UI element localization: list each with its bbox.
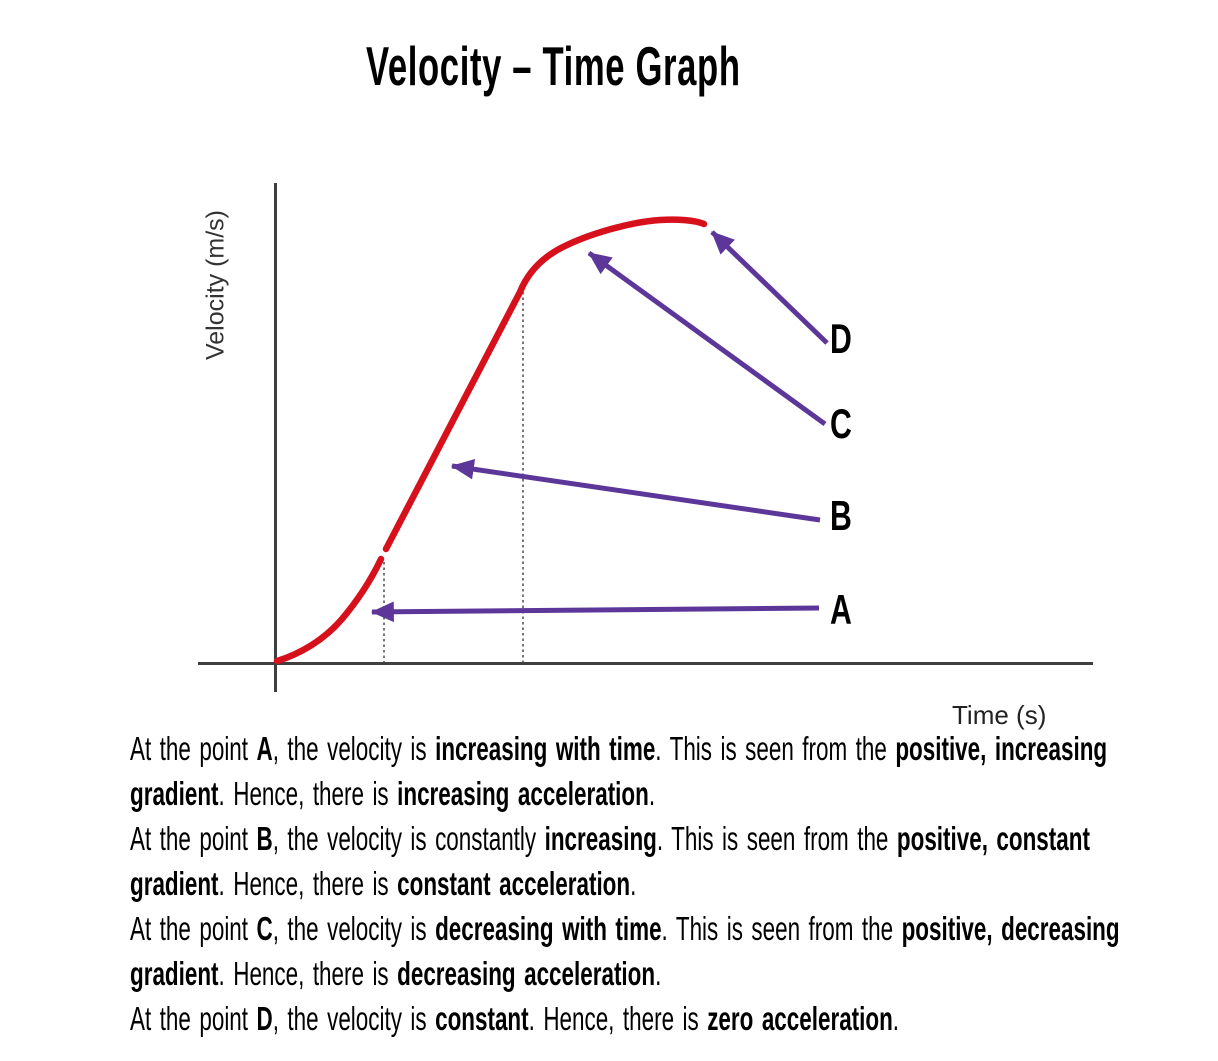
explanation-point-b: At the point B, the velocity is constant…	[130, 820, 1090, 902]
arrow-d	[710, 230, 829, 345]
title-wrap: Velocity – Time Graph	[0, 36, 1106, 97]
explanation-text: At the point A, the velocity is increasi…	[130, 726, 1123, 1041]
explanation-point-c: At the point C, the velocity is decreasi…	[130, 910, 1120, 992]
page-title: Velocity – Time Graph	[365, 35, 741, 97]
point-label-b: B	[830, 492, 852, 539]
velocity-curve-segment-2	[382, 216, 708, 553]
explanation-point-d: At the point D, the velocity is constant…	[130, 1000, 900, 1037]
y-axis-label: Velocity (m/s)	[201, 209, 230, 361]
arrow-a	[370, 601, 820, 623]
arrow-c	[587, 250, 827, 427]
point-label-c: C	[830, 400, 852, 447]
velocity-curve-segment-1	[273, 555, 385, 665]
x-axis-label: Time (s)	[952, 700, 1047, 730]
arrow-b	[450, 458, 821, 523]
explanation-point-a: At the point A, the velocity is increasi…	[130, 730, 1108, 812]
point-label-d: D	[830, 315, 852, 362]
velocity-time-graph	[198, 183, 1093, 692]
point-label-a: A	[830, 586, 852, 633]
